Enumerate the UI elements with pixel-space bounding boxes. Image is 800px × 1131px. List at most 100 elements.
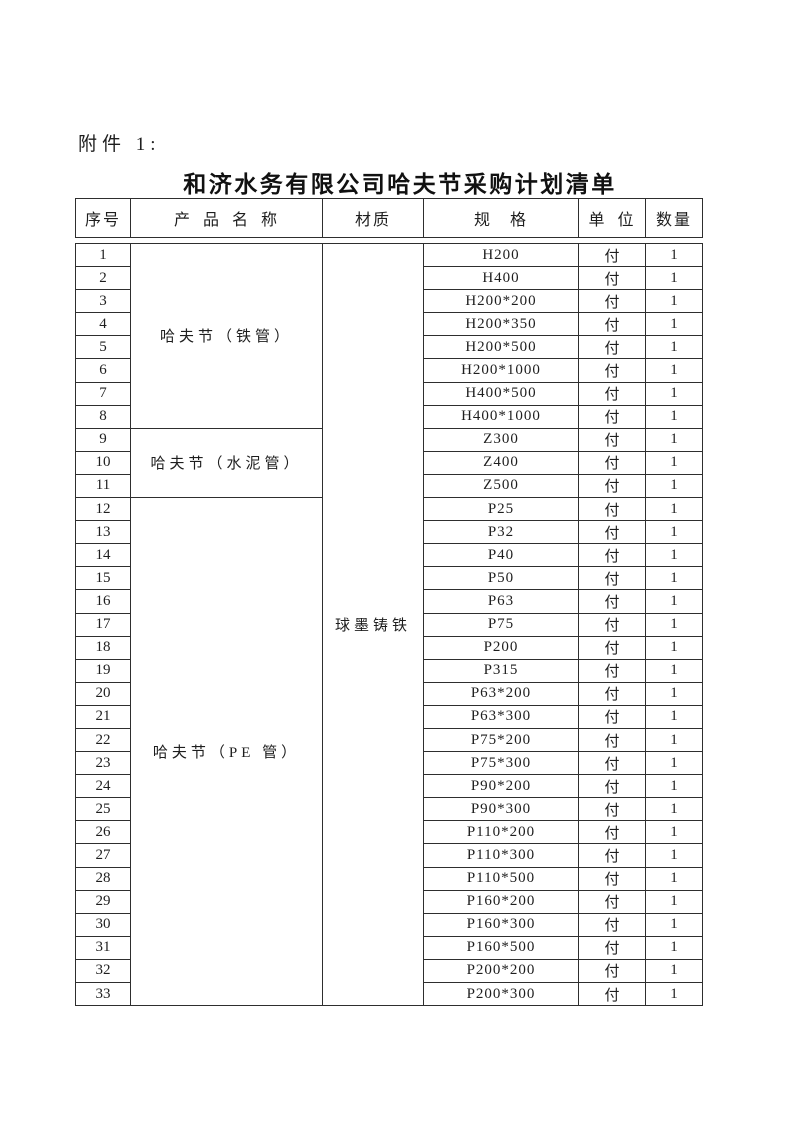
spec-cell: P63*300 bbox=[423, 704, 579, 729]
unit-cell: 付 bbox=[578, 797, 646, 822]
table-row: 1 哈夫节（铁管） 球墨铸铁 H200 付 1 bbox=[75, 242, 703, 1007]
qty-cell: 1 bbox=[645, 312, 703, 337]
spec-cell: Z400 bbox=[423, 450, 579, 475]
spec-cell: P32 bbox=[423, 520, 579, 545]
column-header-product: 产 品 名 称 bbox=[130, 198, 323, 238]
unit-cell: 付 bbox=[578, 820, 646, 845]
unit-cell: 付 bbox=[578, 381, 646, 406]
row-number-cell: 9 bbox=[75, 427, 131, 452]
spec-cell: P315 bbox=[423, 658, 579, 683]
unit-cell: 付 bbox=[578, 958, 646, 984]
row-number-cell: 13 bbox=[75, 520, 131, 545]
spec-cell: H400 bbox=[423, 266, 579, 291]
row-number-cell: 5 bbox=[75, 335, 131, 360]
unit-cell: 付 bbox=[578, 866, 646, 891]
table-row: 15 P50 付 1 bbox=[75, 566, 703, 591]
unit-cell: 付 bbox=[578, 450, 646, 475]
spec-cell: H400*500 bbox=[423, 381, 579, 406]
unit-cell: 付 bbox=[578, 335, 646, 360]
row-number-cell: 27 bbox=[75, 843, 131, 868]
row-number-cell: 22 bbox=[75, 727, 131, 753]
spec-cell: P200*200 bbox=[423, 958, 579, 984]
qty-cell: 1 bbox=[645, 497, 703, 522]
unit-cell: 付 bbox=[578, 242, 646, 268]
row-number-cell: 18 bbox=[75, 635, 131, 660]
row-number-cell: 31 bbox=[75, 935, 131, 960]
row-number-cell: 11 bbox=[75, 473, 131, 499]
qty-cell: 1 bbox=[645, 681, 703, 706]
row-number-cell: 16 bbox=[75, 589, 131, 614]
column-header-spec: 规 格 bbox=[423, 198, 579, 238]
table-row: 19 P315 付 1 bbox=[75, 658, 703, 683]
table-header: 序号 产 品 名 称 材质 规 格 单 位 数量 bbox=[75, 198, 703, 238]
spec-cell: P160*500 bbox=[423, 935, 579, 960]
row-number-cell: 28 bbox=[75, 866, 131, 891]
qty-cell: 1 bbox=[645, 751, 703, 776]
header-row: 序号 产 品 名 称 材质 规 格 单 位 数量 bbox=[75, 198, 703, 238]
table-row: 11 Z500 付 1 bbox=[75, 473, 703, 499]
unit-cell: 付 bbox=[578, 358, 646, 383]
spec-cell: P200 bbox=[423, 635, 579, 660]
unit-cell: 付 bbox=[578, 681, 646, 706]
product-name-cell: 哈夫节（PE 管） bbox=[130, 497, 323, 1007]
qty-cell: 1 bbox=[645, 889, 703, 914]
qty-cell: 1 bbox=[645, 820, 703, 845]
column-header-unit: 单 位 bbox=[578, 198, 646, 238]
spec-cell: H200*200 bbox=[423, 289, 579, 314]
qty-cell: 1 bbox=[645, 335, 703, 360]
row-number-cell: 12 bbox=[75, 497, 131, 522]
unit-cell: 付 bbox=[578, 658, 646, 683]
product-name-cell: 哈夫节（水泥管） bbox=[130, 427, 323, 499]
spec-cell: P75*200 bbox=[423, 727, 579, 753]
page-title: 和济水务有限公司哈夫节采购计划清单 bbox=[183, 172, 617, 197]
qty-cell: 1 bbox=[645, 450, 703, 475]
unit-cell: 付 bbox=[578, 751, 646, 776]
unit-cell: 付 bbox=[578, 543, 646, 568]
unit-cell: 付 bbox=[578, 704, 646, 729]
unit-cell: 付 bbox=[578, 404, 646, 429]
row-number-cell: 25 bbox=[75, 797, 131, 822]
table-row: 20 P63*200 付 1 bbox=[75, 681, 703, 706]
table-row: 17 P75 付 1 bbox=[75, 612, 703, 637]
table-row: 8 H400*1000 付 1 bbox=[75, 404, 703, 429]
row-number-cell: 8 bbox=[75, 404, 131, 429]
unit-cell: 付 bbox=[578, 289, 646, 314]
unit-cell: 付 bbox=[578, 727, 646, 753]
qty-cell: 1 bbox=[645, 566, 703, 591]
row-number-cell: 6 bbox=[75, 358, 131, 383]
row-number-cell: 17 bbox=[75, 612, 131, 637]
spec-cell: P200*300 bbox=[423, 981, 579, 1007]
row-number-cell: 4 bbox=[75, 312, 131, 337]
qty-cell: 1 bbox=[645, 520, 703, 545]
qty-cell: 1 bbox=[645, 427, 703, 452]
qty-cell: 1 bbox=[645, 981, 703, 1007]
table-row: 14 P40 付 1 bbox=[75, 543, 703, 568]
table-row: 29 P160*200 付 1 bbox=[75, 889, 703, 914]
row-number-cell: 21 bbox=[75, 704, 131, 729]
table-row: 28 P110*500 付 1 bbox=[75, 866, 703, 891]
table-row: 31 P160*500 付 1 bbox=[75, 935, 703, 960]
qty-cell: 1 bbox=[645, 635, 703, 660]
qty-cell: 1 bbox=[645, 612, 703, 637]
table-row: 21 P63*300 付 1 bbox=[75, 704, 703, 729]
spec-cell: P63 bbox=[423, 589, 579, 614]
table-row: 23 P75*300 付 1 bbox=[75, 751, 703, 776]
row-number-cell: 1 bbox=[75, 242, 131, 268]
spec-cell: P160*200 bbox=[423, 889, 579, 914]
unit-cell: 付 bbox=[578, 589, 646, 614]
table-row: 30 P160*300 付 1 bbox=[75, 912, 703, 937]
qty-cell: 1 bbox=[645, 704, 703, 729]
unit-cell: 付 bbox=[578, 312, 646, 337]
table-body: 1 哈夫节（铁管） 球墨铸铁 H200 付 1 2 H400 付 1 3 H200*200 付 1 4 H20… bbox=[75, 242, 703, 1007]
row-number-cell: 14 bbox=[75, 543, 131, 568]
qty-cell: 1 bbox=[645, 289, 703, 314]
spec-cell: H200 bbox=[423, 242, 579, 268]
table-row: 22 P75*200 付 1 bbox=[75, 727, 703, 753]
row-number-cell: 29 bbox=[75, 889, 131, 914]
row-number-cell: 15 bbox=[75, 566, 131, 591]
spec-cell: P90*300 bbox=[423, 797, 579, 822]
spec-cell: Z300 bbox=[423, 427, 579, 452]
qty-cell: 1 bbox=[645, 935, 703, 960]
row-number-cell: 23 bbox=[75, 751, 131, 776]
